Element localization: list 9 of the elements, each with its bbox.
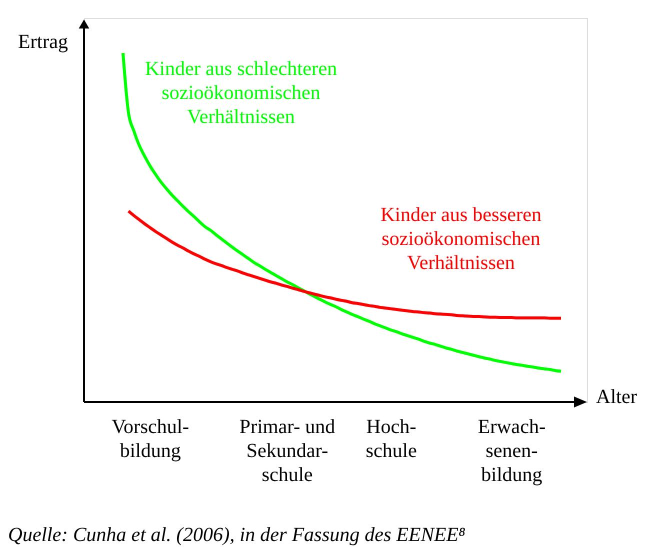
source-note: Quelle: Cunha et al. (2006), in der Fassung des EENEE⁸ [8, 524, 466, 546]
x-tick-label: Vorschul- bildung [112, 416, 190, 462]
series-label: Kinder aus besseren sozioökonomischen Verhältnissen [380, 204, 542, 274]
series-label: Kinder aus schlechteren sozioökonomischen Verhältnissen [144, 58, 338, 128]
x-tick-label: Hoch- schule [366, 416, 417, 462]
x-tick-label: Primar- und Sekundar- schule [239, 416, 336, 486]
y-axis-title: Ertrag [18, 31, 68, 53]
x-tick-label: Erwach- senen- bildung [478, 416, 546, 486]
x-axis-title: Alter [596, 386, 638, 408]
